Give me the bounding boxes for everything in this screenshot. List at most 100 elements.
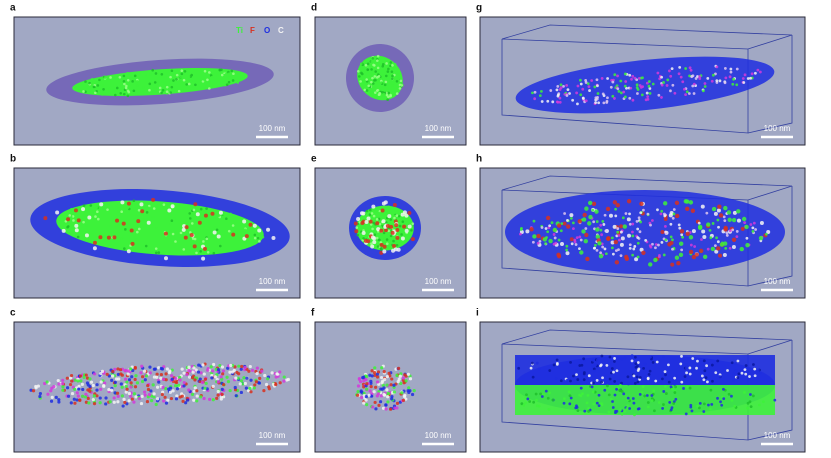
atom: [387, 95, 390, 99]
atom: [575, 91, 579, 95]
atom: [187, 365, 191, 369]
atom: [599, 364, 602, 368]
atom: [78, 374, 83, 378]
atom: [664, 392, 668, 395]
atom: [234, 394, 238, 398]
atom: [258, 376, 262, 380]
atom: [88, 81, 91, 85]
atom: [703, 85, 707, 88]
atom: [552, 363, 556, 367]
legend-item: Ti: [236, 26, 243, 35]
atom: [399, 372, 403, 376]
atom: [91, 398, 95, 402]
atom: [282, 379, 286, 383]
atom: [615, 202, 621, 208]
panel-label: f: [311, 308, 315, 319]
atom: [724, 76, 728, 80]
atom: [662, 390, 666, 393]
atom: [193, 202, 198, 207]
atom: [254, 380, 259, 384]
atom: [568, 394, 572, 398]
atom: [92, 85, 96, 89]
atom: [581, 229, 586, 234]
atom: [584, 99, 588, 103]
atom: [376, 227, 381, 232]
atom: [101, 84, 105, 87]
atom: [97, 217, 100, 221]
atom: [613, 393, 617, 397]
atom: [187, 75, 191, 79]
atom: [366, 68, 370, 71]
atom: [596, 92, 600, 95]
atom: [149, 73, 152, 76]
atom: [392, 383, 396, 387]
atom: [137, 208, 141, 212]
atom: [636, 241, 640, 245]
atom: [389, 407, 393, 411]
atom: [261, 235, 265, 239]
atom: [189, 232, 194, 237]
atom: [408, 377, 413, 381]
atom: [98, 78, 101, 82]
atom: [618, 238, 621, 242]
atom: [94, 206, 98, 210]
atom: [645, 394, 649, 397]
atom: [674, 255, 680, 260]
atom: [395, 228, 400, 233]
atom: [404, 228, 409, 233]
atom: [74, 223, 79, 228]
atom: [603, 247, 607, 251]
atom: [628, 243, 632, 247]
atom: [410, 228, 413, 232]
atom: [727, 217, 732, 223]
atom: [382, 370, 386, 374]
atom: [625, 407, 629, 410]
atom: [594, 363, 597, 367]
atom: [609, 85, 613, 89]
atom: [141, 375, 145, 379]
atom: [365, 374, 369, 379]
atom: [680, 380, 684, 384]
atom: [134, 374, 138, 378]
atom: [689, 369, 693, 373]
atom: [397, 366, 401, 371]
atom: [669, 222, 673, 226]
atom: [716, 359, 720, 363]
atom: [370, 369, 374, 373]
atom: [657, 401, 661, 404]
atom: [613, 73, 617, 77]
atom: [742, 81, 746, 84]
atom: [718, 253, 723, 258]
panel-label: e: [311, 154, 317, 165]
atom: [71, 215, 75, 218]
atom: [218, 363, 222, 368]
atom: [701, 229, 706, 234]
atom: [369, 385, 373, 389]
atom: [168, 390, 173, 394]
atom: [174, 397, 179, 401]
atom: [576, 409, 580, 413]
atom: [576, 102, 579, 106]
atom: [187, 368, 191, 373]
atom: [568, 402, 572, 406]
atom: [370, 68, 373, 71]
atom: [137, 397, 142, 401]
atom: [242, 219, 247, 224]
atom: [646, 212, 650, 216]
atom: [206, 368, 210, 372]
atom: [412, 388, 416, 393]
atom: [375, 221, 380, 226]
atom: [122, 92, 126, 96]
atom: [220, 365, 225, 369]
atom: [702, 402, 706, 406]
atom: [566, 88, 570, 92]
atom: [710, 363, 714, 367]
atom: [636, 227, 640, 231]
atom: [678, 241, 684, 246]
atom: [702, 410, 706, 413]
atom: [628, 73, 632, 77]
atom: [239, 367, 243, 371]
atom: [650, 219, 654, 222]
atom: [398, 224, 402, 228]
atom: [202, 372, 206, 376]
